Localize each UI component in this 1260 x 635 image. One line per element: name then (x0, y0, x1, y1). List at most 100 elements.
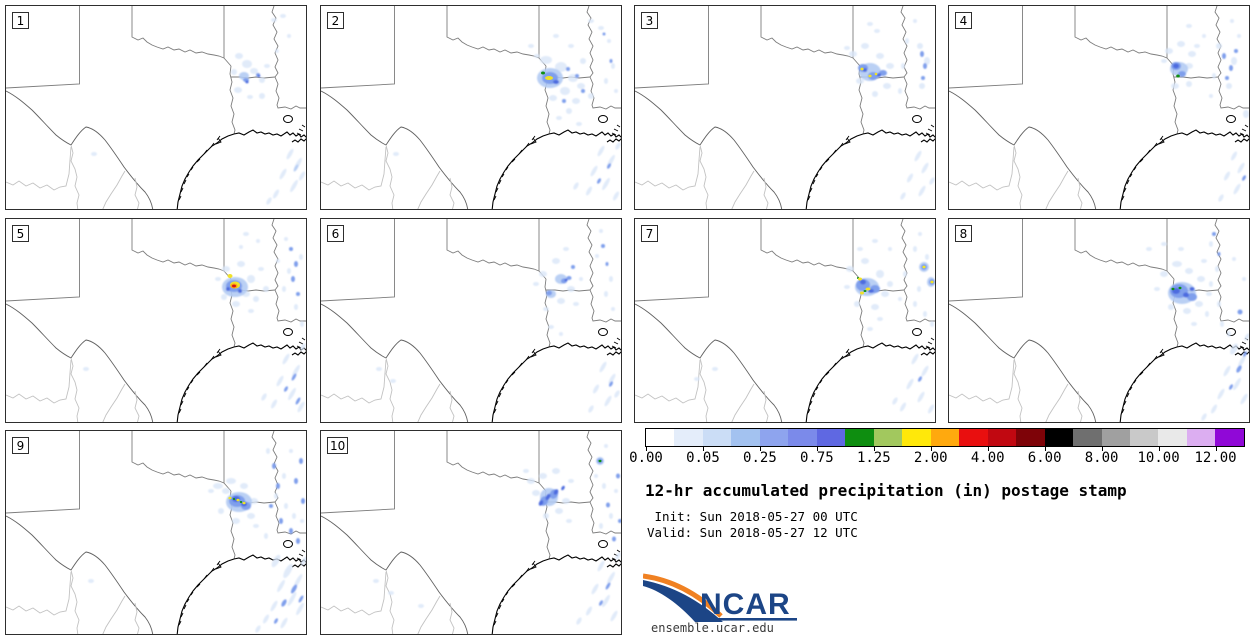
precip-blob (299, 458, 303, 464)
colorbar-tick (873, 447, 875, 451)
precip-blob (247, 513, 255, 519)
colorbar-tick (1158, 447, 1160, 451)
precip-blob (1168, 304, 1174, 310)
precip-blob (284, 503, 288, 509)
ncar-logo: NCAR (643, 573, 797, 622)
precip-blob (1230, 19, 1234, 23)
ensemble-panel-1: 1 (5, 5, 307, 210)
precip-blob (270, 399, 278, 409)
precip-blob (597, 145, 605, 157)
precip-blob (887, 281, 893, 287)
precip-blob (1165, 48, 1173, 54)
precip-blob (901, 63, 905, 69)
precip-blob (1243, 351, 1247, 357)
precip-blob (604, 395, 612, 407)
precip-blob (861, 258, 869, 264)
precip-blob (234, 87, 242, 93)
precip-blob (222, 488, 230, 494)
panel-map-5 (6, 219, 306, 422)
precip-blob (1229, 65, 1233, 71)
precip-blob (599, 600, 603, 606)
precip-blob (607, 39, 611, 43)
colorbar-tick (987, 447, 989, 451)
precip-blob (923, 311, 927, 317)
precip-blob (546, 290, 552, 296)
precip-blob (872, 239, 878, 243)
panel-map-2 (321, 6, 621, 209)
ensemble-panel-6: 6 (320, 218, 622, 423)
precip-blob (1210, 404, 1218, 414)
colorbar-segment (930, 429, 960, 446)
precip-blob (576, 122, 582, 126)
precip-blob (1154, 287, 1160, 291)
precip-blob (607, 163, 611, 169)
colorbar-tick (1044, 447, 1046, 451)
precip-blob (611, 63, 615, 69)
colorbar-segment (1215, 429, 1244, 446)
precip-blob (1171, 83, 1179, 89)
precip-blob (1202, 34, 1206, 38)
colorbar-segment (731, 429, 760, 446)
precip-blob (552, 258, 560, 264)
precip-blob (1217, 252, 1221, 256)
precip-blob (553, 34, 559, 38)
colorbar-tick-label: 1.25 (856, 450, 891, 466)
precip-blob (874, 29, 880, 33)
colorbar-segment (816, 429, 846, 446)
precip-blob (292, 364, 300, 378)
precip-blob (599, 229, 603, 233)
panel-map-10 (321, 431, 621, 634)
precip-blob (1244, 333, 1249, 341)
precip-blob (616, 473, 620, 479)
precip-blob (242, 501, 246, 505)
precip-blob (867, 327, 873, 331)
panel-map-7 (635, 219, 935, 422)
precip-blob (276, 259, 280, 263)
colorbar-tick-label: 8.00 (1084, 450, 1119, 466)
precip-blob (1212, 73, 1216, 79)
precip-blob (1177, 41, 1185, 47)
precip-blob (929, 177, 935, 185)
precip-blob (238, 289, 242, 293)
precip-blob (290, 179, 298, 193)
precip-blob (553, 80, 559, 84)
valid-time: Valid: Sun 2018-05-27 12 UTC (647, 525, 858, 541)
precip-blob (917, 286, 921, 292)
precip-blob (1237, 162, 1245, 174)
precip-blob (272, 189, 280, 199)
precip-blob (232, 498, 236, 500)
precip-blob (861, 43, 869, 49)
precip-blob (1186, 81, 1192, 87)
precip-blob (242, 60, 252, 68)
ncar-logo-arc (643, 573, 723, 618)
precip-blob (390, 379, 396, 383)
precip-blob (605, 582, 611, 590)
precip-blob (599, 523, 603, 529)
precip-blob (898, 88, 902, 94)
precip-blob (1201, 413, 1207, 421)
precip-blob (270, 600, 278, 612)
precip-blob (566, 519, 572, 523)
precip-blob (608, 373, 616, 385)
ensemble-panel-2: 2 (320, 5, 622, 210)
colorbar-tick (702, 447, 704, 451)
precip-blob (294, 478, 298, 484)
precip-blob (1161, 242, 1167, 246)
precip-blob (266, 197, 272, 205)
precip-blob (920, 51, 924, 57)
precip-blob (1229, 384, 1233, 390)
precip-blob (1233, 377, 1241, 391)
precip-blob (288, 387, 296, 401)
precip-blob (1183, 292, 1189, 298)
precip-blob (1231, 57, 1237, 65)
precip-blob (1232, 257, 1236, 261)
precip-blob (294, 261, 298, 267)
precip-blob (1187, 293, 1197, 301)
precip-blob (538, 500, 544, 506)
precip-blob (1185, 268, 1193, 274)
precip-blob (1237, 309, 1243, 315)
precip-blob (905, 38, 909, 44)
ncar-logo-bar (697, 618, 797, 621)
precip-blob (552, 468, 560, 474)
precip-blob (287, 592, 297, 606)
